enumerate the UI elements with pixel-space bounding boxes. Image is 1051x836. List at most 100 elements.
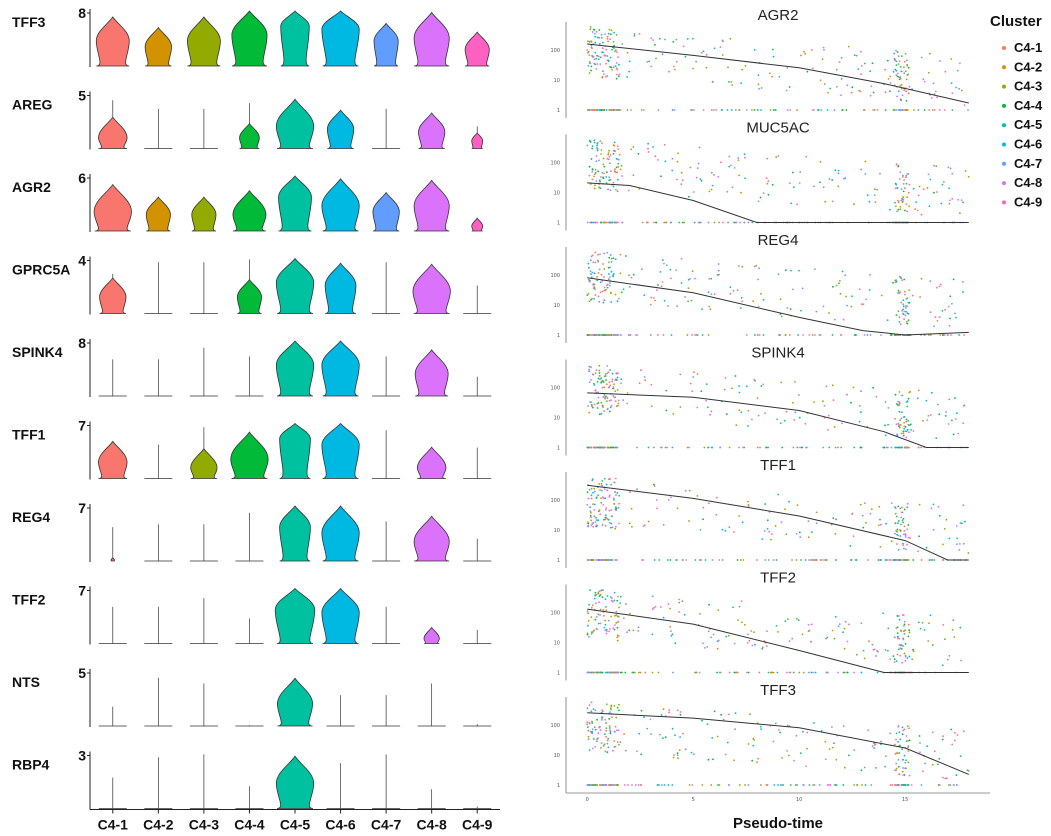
- data-point: [680, 257, 683, 260]
- y-tick-label: 10: [554, 753, 560, 759]
- data-point: [604, 619, 607, 622]
- data-point: [699, 221, 702, 224]
- data-point: [778, 729, 780, 731]
- data-point: [678, 749, 681, 752]
- data-point: [588, 365, 591, 368]
- data-point: [599, 729, 602, 731]
- data-point: [735, 424, 738, 426]
- data-point: [747, 221, 750, 224]
- data-point: [905, 740, 908, 743]
- data-point: [589, 281, 591, 283]
- data-point: [601, 596, 604, 599]
- data-point: [897, 63, 900, 65]
- data-point: [806, 731, 809, 734]
- data-point: [608, 155, 611, 158]
- data-point: [813, 185, 815, 188]
- data-point: [945, 777, 948, 780]
- data-point: [593, 109, 596, 111]
- data-point: [727, 634, 730, 637]
- data-point: [806, 747, 808, 750]
- data-point: [759, 446, 761, 449]
- data-point: [650, 405, 653, 408]
- data-point: [904, 52, 907, 55]
- data-point: [615, 559, 618, 561]
- data-point: [608, 478, 610, 481]
- data-point: [758, 267, 760, 270]
- data-point: [599, 56, 602, 59]
- data-point: [895, 784, 897, 786]
- data-point: [712, 758, 714, 761]
- data-point: [717, 263, 720, 265]
- data-point: [609, 189, 612, 192]
- data-point: [906, 405, 909, 408]
- data-point: [593, 297, 595, 300]
- data-point: [601, 480, 604, 482]
- data-point: [693, 371, 695, 374]
- data-point: [606, 372, 609, 375]
- data-point: [788, 86, 791, 88]
- data-point: [903, 427, 906, 430]
- violin-areg-c4-5: [275, 98, 315, 149]
- data-point: [598, 509, 601, 511]
- data-point: [617, 165, 620, 168]
- data-point: [777, 155, 780, 157]
- data-point: [776, 418, 778, 421]
- data-point: [902, 767, 904, 769]
- violin-agr2-c4-9: [471, 217, 484, 232]
- data-point: [628, 70, 631, 73]
- data-point: [736, 559, 739, 561]
- data-point: [742, 559, 745, 561]
- data-point: [952, 784, 955, 786]
- data-point: [590, 524, 593, 527]
- data-point: [594, 334, 597, 336]
- data-point: [728, 526, 731, 529]
- data-point: [903, 508, 906, 511]
- data-point: [802, 671, 805, 674]
- data-point: [650, 733, 652, 735]
- data-point: [720, 161, 722, 164]
- data-point: [614, 745, 617, 748]
- data-point: [606, 158, 609, 160]
- data-point: [607, 784, 610, 786]
- data-point: [617, 507, 620, 509]
- data-point: [717, 269, 720, 272]
- data-point: [596, 63, 599, 65]
- data-point: [613, 170, 616, 172]
- data-point: [880, 294, 883, 297]
- data-point: [837, 185, 840, 188]
- data-point: [889, 732, 892, 735]
- data-point: [841, 270, 844, 273]
- data-point: [774, 109, 777, 111]
- data-point: [590, 606, 593, 609]
- violin-reg4-c4-6: [321, 505, 360, 562]
- data-point: [933, 325, 936, 328]
- data-point: [950, 82, 953, 84]
- data-point: [592, 630, 595, 633]
- data-point: [958, 549, 961, 551]
- data-point: [607, 619, 610, 622]
- data-point: [872, 109, 874, 111]
- data-point: [617, 158, 620, 161]
- data-point: [588, 704, 591, 707]
- data-point: [588, 411, 591, 414]
- data-point: [703, 446, 706, 449]
- data-point: [664, 446, 667, 449]
- data-point: [828, 446, 831, 449]
- data-point: [813, 722, 815, 724]
- data-point: [887, 407, 890, 409]
- data-point: [967, 769, 970, 772]
- data-point: [861, 784, 863, 786]
- data-point: [718, 221, 720, 224]
- data-point: [602, 41, 604, 44]
- data-point: [606, 400, 608, 402]
- data-point: [793, 759, 795, 762]
- data-point: [609, 221, 611, 224]
- data-point: [860, 73, 862, 76]
- data-point: [919, 627, 922, 630]
- data-point: [898, 410, 901, 413]
- data-point: [595, 57, 598, 60]
- data-point: [740, 411, 743, 414]
- data-point: [719, 46, 722, 48]
- data-point: [887, 649, 889, 652]
- data-point: [588, 603, 590, 606]
